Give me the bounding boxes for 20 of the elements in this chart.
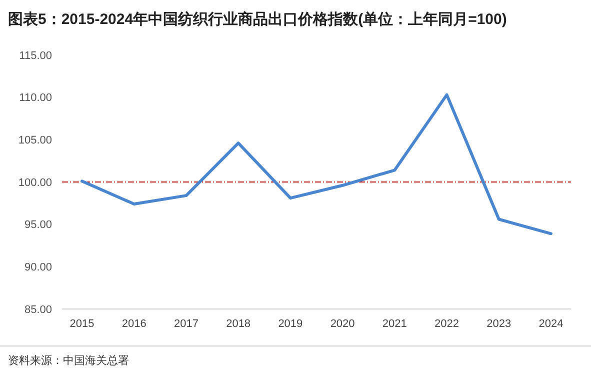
y-tick-label: 100.00: [18, 176, 52, 189]
y-tick-label: 90.00: [24, 262, 52, 274]
y-tick-label: 105.00: [18, 134, 52, 147]
x-tick-label: 2020: [330, 318, 355, 330]
x-tick-label: 2021: [382, 318, 407, 330]
x-tick-label: 2015: [70, 318, 94, 330]
x-tick-label: 2019: [278, 318, 303, 330]
x-tick-label: 2024: [538, 318, 564, 330]
x-tick-label: 2018: [226, 318, 251, 330]
y-tick-label: 115.00: [19, 50, 52, 62]
y-tick-label: 110.00: [19, 92, 52, 104]
x-tick-label: 2017: [174, 318, 198, 330]
x-tick-label: 2022: [434, 318, 460, 330]
y-tick-label: 85.00: [24, 304, 52, 316]
y-tick-label: 95.00: [24, 219, 52, 232]
x-tick-label: 2016: [122, 318, 146, 330]
x-tick-label: 2023: [486, 318, 512, 330]
line-series: [80, 93, 552, 236]
chart-title: 图表5：2015-2024年中国纺织行业商品出口价格指数(单位：上年同月=100): [8, 10, 507, 28]
text: 资料来源：中国海关总署: [8, 354, 129, 367]
